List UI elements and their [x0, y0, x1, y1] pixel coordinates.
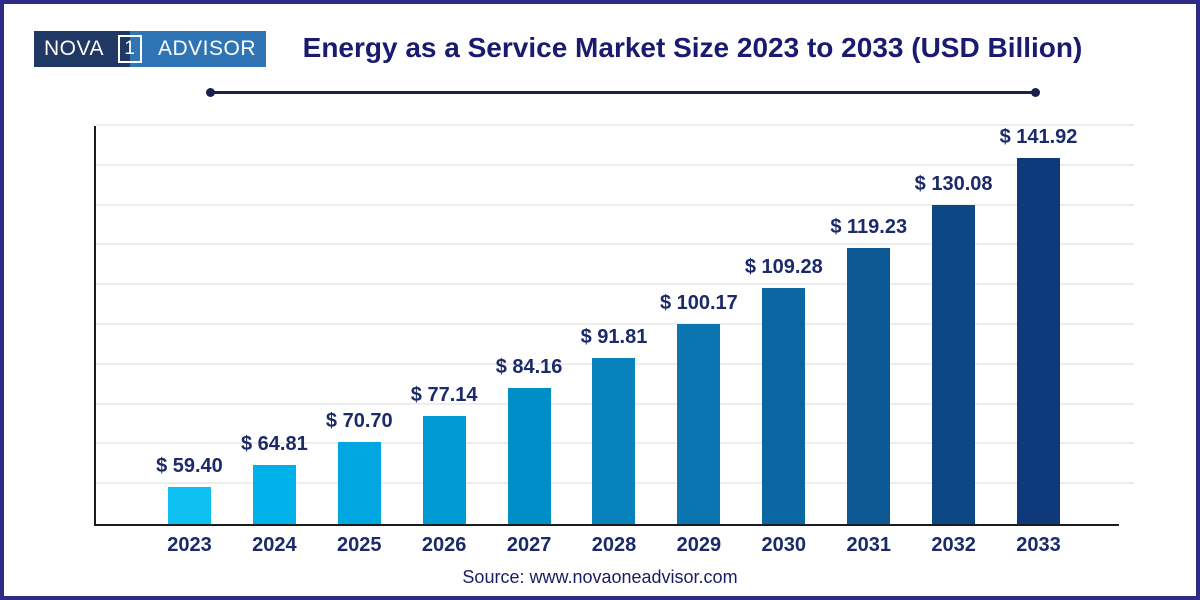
bar-value-label: $ 141.92 — [999, 126, 1078, 149]
bar-slot: $ 109.28 — [741, 126, 826, 524]
x-axis-label: 2032 — [931, 534, 976, 556]
bar-slot: $ 100.17 — [656, 126, 741, 524]
plot-area: $ 59.40 $ 64.81 $ 70.70 $ 77.14 $ 84.16 $ 91.… — [94, 124, 1134, 526]
x-axis-label: 2030 — [761, 534, 807, 556]
bar — [507, 388, 551, 524]
gridline — [96, 283, 1134, 286]
bar — [592, 357, 636, 524]
bar-slot: $ 119.23 — [826, 126, 911, 524]
bar-slot: $ 141.92 — [996, 126, 1081, 524]
bar — [1017, 158, 1061, 524]
bar-value-label: $ 119.23 — [830, 216, 908, 239]
gridline — [96, 203, 1134, 206]
bar-slot: $ 84.16 — [487, 126, 572, 524]
bar-value-label: $ 59.40 — [156, 454, 223, 477]
title-underline-divider — [206, 88, 1040, 97]
bar — [762, 288, 806, 524]
bar-slot: $ 91.81 — [572, 126, 657, 524]
x-axis-label: 2024 — [252, 534, 297, 556]
x-axis-label: 2029 — [676, 534, 722, 556]
bar — [677, 324, 721, 524]
gridline — [96, 243, 1134, 246]
bar-value-label: $ 77.14 — [410, 383, 478, 406]
bar-slot: $ 77.14 — [402, 126, 487, 524]
bar — [167, 486, 211, 524]
bar — [337, 441, 381, 524]
bar — [932, 205, 976, 524]
x-axis-label: 2033 — [1016, 534, 1061, 556]
source-text: Source: www.novaoneadvisor.com — [462, 567, 738, 587]
bar-slot: $ 130.08 — [911, 126, 996, 524]
bar — [847, 248, 891, 524]
logo-one-wrap: 1 — [115, 31, 144, 67]
gridline — [96, 163, 1134, 166]
nova-one-advisor-logo: NOVA 1 ADVISOR — [34, 31, 266, 67]
x-axis-labels: 2023 2024 2025 2026 2027 2028 2029 2030 2031 2032… — [94, 534, 1134, 557]
x-axis-label: 2028 — [591, 534, 637, 556]
gridline — [96, 323, 1134, 325]
bar-value-label: $ 64.81 — [240, 433, 308, 456]
bar — [422, 415, 466, 524]
logo-part-nova: NOVA — [34, 31, 116, 67]
logo-part-advisor: ADVISOR — [143, 31, 266, 67]
bar — [252, 465, 296, 524]
bar-value-label: $ 84.16 — [495, 356, 563, 379]
bar-value-label: $ 100.17 — [659, 292, 738, 315]
x-axis-label: 2031 — [846, 534, 891, 556]
bar-value-label: $ 70.70 — [325, 409, 393, 432]
bar-value-label: $ 109.28 — [744, 256, 823, 279]
bar-slot: $ 59.40 — [147, 126, 232, 524]
bar-value-label: $ 91.81 — [580, 325, 648, 348]
gridline — [96, 124, 1134, 126]
y-axis-line — [94, 126, 96, 524]
x-axis-label: 2027 — [506, 534, 552, 556]
chart-title: Energy as a Service Market Size 2023 to … — [302, 32, 1083, 63]
bars: $ 59.40 $ 64.81 $ 70.70 $ 77.14 $ 84.16 $ 91.… — [94, 126, 1134, 524]
bar-slot: $ 70.70 — [317, 126, 402, 524]
x-axis-label: 2026 — [421, 534, 467, 556]
x-axis-label: 2023 — [167, 534, 212, 556]
x-axis-label: 2025 — [337, 534, 382, 556]
bar-value-label: $ 130.08 — [914, 173, 993, 196]
logo-boxed-one: 1 — [117, 35, 142, 63]
x-axis-line — [94, 524, 1119, 526]
bar-slot: $ 64.81 — [232, 126, 317, 524]
